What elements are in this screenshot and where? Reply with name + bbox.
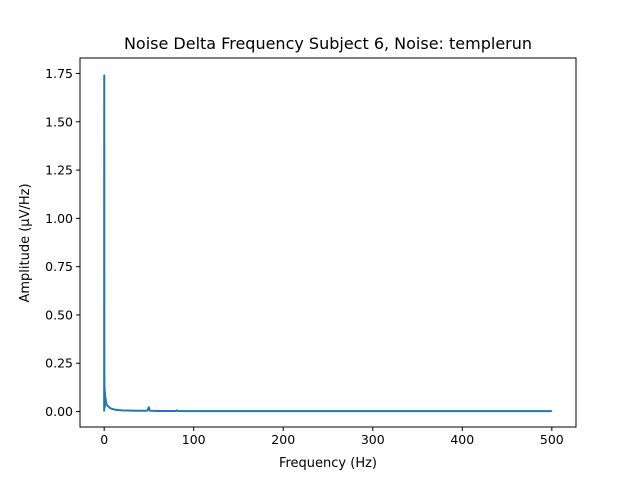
x-tick-label: 400 (450, 432, 474, 447)
x-tick-label: 200 (271, 432, 295, 447)
axes-frame (79, 57, 577, 428)
axes: 0 100 200 300 400 500 0.00 0.25 0.50 0.75 1.00 1.25… (45, 57, 577, 447)
y-tick-label: 1.75 (45, 66, 73, 81)
y-tick-label: 0.50 (45, 307, 73, 322)
x-axis-label: Frequency (Hz) (279, 456, 377, 471)
y-tick-label: 0.25 (45, 356, 73, 371)
y-tick-label: 0.75 (45, 259, 73, 274)
y-axis-label: Amplitude (μV/Hz) (18, 183, 33, 302)
y-tick-label: 1.00 (45, 211, 73, 226)
plot-area (103, 74, 552, 413)
y-tick-label: 0.00 (45, 404, 73, 419)
x-tick-label: 0 (100, 432, 108, 447)
y-tick-label: 1.50 (45, 114, 73, 129)
chart-title: Noise Delta Frequency Subject 6, Noise: … (124, 34, 532, 53)
x-tick-label: 500 (540, 432, 564, 447)
x-tick-label: 100 (182, 432, 206, 447)
series-line-0 (103, 74, 552, 413)
x-tick-label: 300 (361, 432, 385, 447)
y-tick-label: 1.25 (45, 163, 73, 178)
